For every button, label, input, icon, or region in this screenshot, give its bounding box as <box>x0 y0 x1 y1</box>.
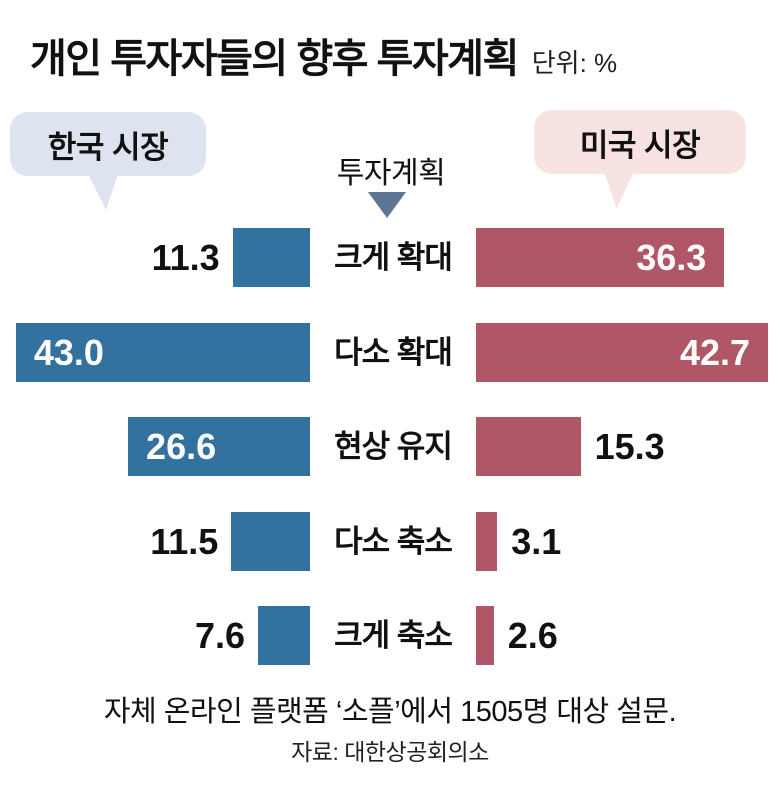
header: 개인 투자자들의 향후 투자계획 단위: % <box>30 26 617 84</box>
category-label: 다소 확대 <box>334 335 453 370</box>
bar-korea-market <box>128 417 310 476</box>
value-label-korea: 26.6 <box>146 426 217 467</box>
bar-us-market <box>476 512 498 571</box>
value-label-us: 36.3 <box>636 237 707 278</box>
us-market-badge: 미국 시장 <box>534 110 746 174</box>
chart-row: 7.6 크게 축소 2.6 <box>0 606 780 665</box>
value-label-us: 15.3 <box>594 426 665 467</box>
value-label-korea: 11.3 <box>151 237 220 278</box>
value-label-us: 42.7 <box>680 332 751 373</box>
value-label-korea: 43.0 <box>33 332 104 373</box>
bar-us-market <box>476 323 769 382</box>
bar-korea-market <box>15 323 310 382</box>
korea-market-badge: 한국 시장 <box>10 112 206 176</box>
value-label-korea: 7.6 <box>194 615 246 656</box>
value-label-korea: 11.5 <box>150 521 219 562</box>
bar-us-market <box>476 417 581 476</box>
axis-label: 투자계획 <box>336 157 446 190</box>
page-title: 개인 투자자들의 향후 투자계획 <box>30 37 519 81</box>
us-market-badge-label: 미국 시장 <box>579 127 701 163</box>
bar-korea-market <box>258 606 310 665</box>
category-label: 현상 유지 <box>334 429 453 464</box>
bar-us-market <box>476 228 725 287</box>
category-label: 크게 확대 <box>334 240 453 275</box>
chart-row: 11.5 다소 축소 3.1 <box>0 512 780 571</box>
bar-korea-market <box>232 228 310 287</box>
value-label-us: 3.1 <box>511 521 562 562</box>
footnote: 자체 온라인 플랫폼 ‘소플’에서 1505명 대상 설문. <box>103 696 677 728</box>
category-label: 크게 축소 <box>334 618 453 653</box>
korea-market-badge-label: 한국 시장 <box>47 129 169 165</box>
chart-row: 26.6 현상 유지 15.3 <box>0 417 780 476</box>
chart-row: 11.3 크게 확대 36.3 <box>0 228 780 287</box>
unit-label: 단위: % <box>531 48 618 78</box>
value-label-us: 2.6 <box>507 615 558 656</box>
bar-us-market <box>476 606 494 665</box>
source-credit: 자료: 대한상공회의소 <box>291 739 489 765</box>
category-label: 다소 축소 <box>334 524 453 559</box>
bar-korea-market <box>231 512 310 571</box>
chart-row: 43.0 다소 확대 42.7 <box>0 323 780 382</box>
